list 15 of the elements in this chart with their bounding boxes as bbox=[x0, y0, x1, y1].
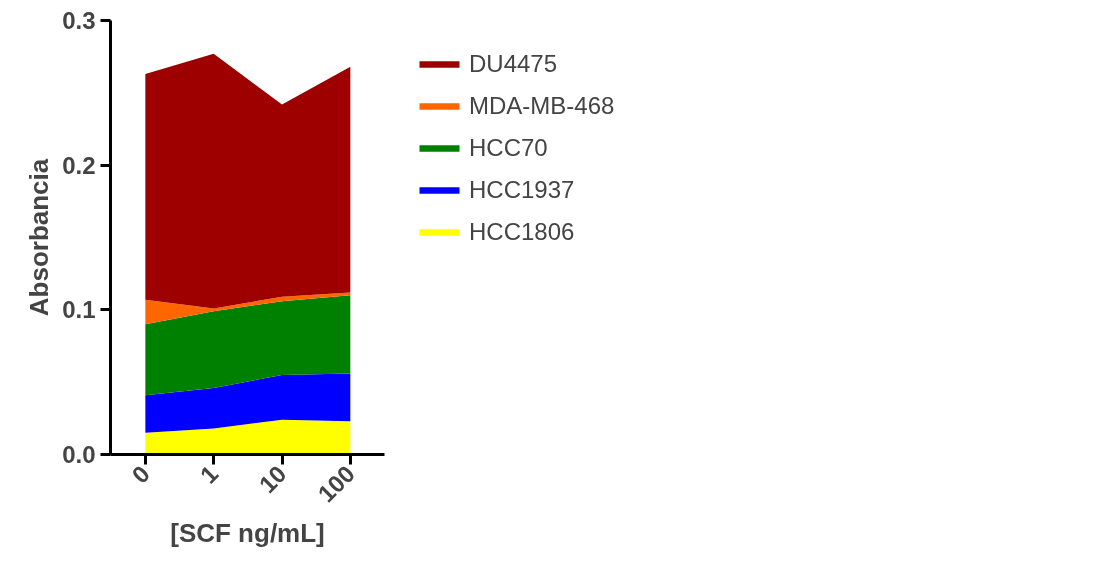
legend-label: HCC1937 bbox=[469, 176, 575, 204]
x-axis-title: [SCF ng/mL] bbox=[170, 517, 325, 548]
y-axis-title: Absorbancia bbox=[24, 158, 55, 317]
x-tick-label: 10 bbox=[253, 459, 292, 498]
legend-label: MDA-MB-468 bbox=[469, 92, 615, 120]
legend-label: DU4475 bbox=[469, 50, 558, 78]
y-tick-label: 0.3 bbox=[62, 7, 96, 34]
y-tick-label: 0.2 bbox=[62, 151, 96, 179]
x-tick-label: 0 bbox=[126, 459, 155, 489]
legend-label: HCC70 bbox=[469, 134, 548, 162]
legend-label: HCC1806 bbox=[469, 218, 575, 246]
x-tick-label: 1 bbox=[194, 459, 224, 489]
y-tick-label: 0.0 bbox=[62, 441, 96, 468]
y-tick-label: 0.1 bbox=[62, 296, 96, 324]
x-tick-label: 100 bbox=[312, 459, 360, 508]
